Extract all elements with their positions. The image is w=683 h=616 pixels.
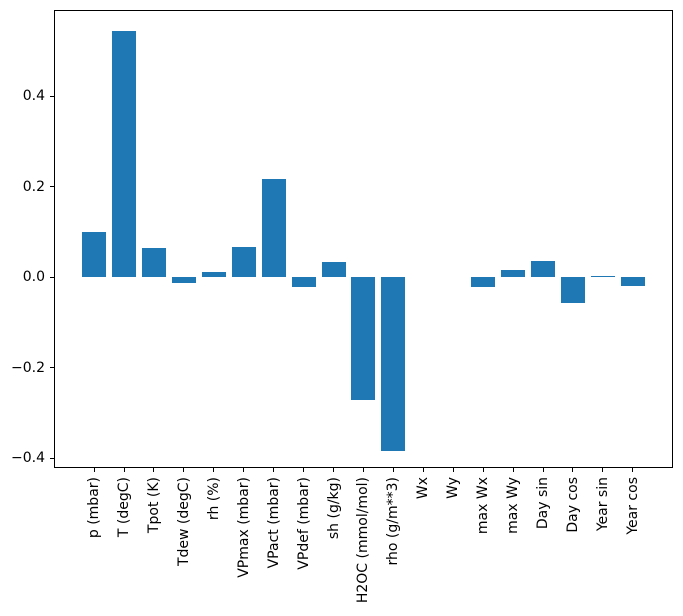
bar-t-degc (112, 30, 137, 278)
y-tick-label: −0.2 (11, 359, 45, 376)
x-tick-label: rh (%) (205, 477, 222, 521)
x-tick-mark (602, 468, 604, 472)
x-tick-mark (123, 468, 125, 472)
x-tick-mark (512, 468, 514, 472)
bar-rh (201, 271, 226, 278)
bar-tpot-k (141, 248, 166, 278)
x-tick-label: rho (g/m**3) (385, 477, 402, 566)
x-tick-label: T (degC) (116, 477, 133, 538)
bar-day-cos (560, 277, 585, 304)
x-tick-label: max Wx (475, 477, 492, 535)
x-tick-label: Wx (415, 477, 432, 500)
x-tick-mark (213, 468, 215, 472)
y-tick-label: 0.2 (22, 178, 45, 195)
x-tick-label: VPmax (mbar) (235, 477, 252, 578)
x-tick-label: Tdew (degC) (175, 477, 192, 567)
bar-vpdef-mbar (291, 277, 316, 287)
x-tick-mark (273, 468, 275, 472)
x-tick-label: Tpot (K) (145, 477, 162, 534)
y-tick-label: 0.4 (22, 88, 45, 105)
x-tick-mark (632, 468, 634, 472)
bar-h2oc-mmol-mol (351, 277, 376, 401)
bar-vpact-mbar (261, 178, 286, 278)
y-tick-mark (50, 95, 54, 97)
x-tick-mark (243, 468, 245, 472)
x-tick-mark (572, 468, 574, 472)
bar-year-cos (620, 277, 645, 287)
bar-max-wy (501, 270, 526, 278)
x-tick-label: H2OC (mmol/mol) (355, 477, 372, 604)
x-tick-label: sh (g/kg) (325, 477, 342, 540)
bar-rho-g-m-3 (381, 277, 406, 451)
x-tick-mark (183, 468, 185, 472)
bar-p-mbar (82, 232, 107, 278)
x-tick-mark (422, 468, 424, 472)
x-tick-mark (392, 468, 394, 472)
x-tick-mark (333, 468, 335, 472)
x-tick-mark (452, 468, 454, 472)
bar-sh-g-kg (321, 261, 346, 278)
x-tick-label: Year sin (594, 477, 611, 532)
x-tick-label: Day cos (564, 477, 581, 533)
bar-year-sin (590, 276, 615, 278)
x-tick-label: VPdef (mbar) (295, 477, 312, 570)
x-tick-label: p (mbar) (86, 477, 103, 539)
bar-vpmax-mbar (231, 247, 256, 278)
y-tick-label: 0.0 (22, 269, 45, 286)
x-tick-mark (362, 468, 364, 472)
x-tick-mark (153, 468, 155, 472)
y-tick-mark (50, 457, 54, 459)
x-tick-mark (93, 468, 95, 472)
y-tick-mark (50, 186, 54, 188)
bar-day-sin (531, 261, 556, 278)
x-tick-mark (542, 468, 544, 472)
x-tick-label: VPact (mbar) (265, 477, 282, 569)
y-tick-mark (50, 276, 54, 278)
x-tick-label: max Wy (505, 477, 522, 534)
x-tick-label: Wy (445, 477, 462, 499)
y-tick-label: −0.4 (11, 450, 45, 467)
x-tick-mark (482, 468, 484, 472)
bar-tdew-degc (171, 277, 196, 284)
bar-max-wx (471, 277, 496, 287)
y-tick-mark (50, 367, 54, 369)
x-tick-label: Year cos (624, 477, 641, 535)
x-tick-mark (303, 468, 305, 472)
x-tick-label: Day sin (535, 477, 552, 530)
